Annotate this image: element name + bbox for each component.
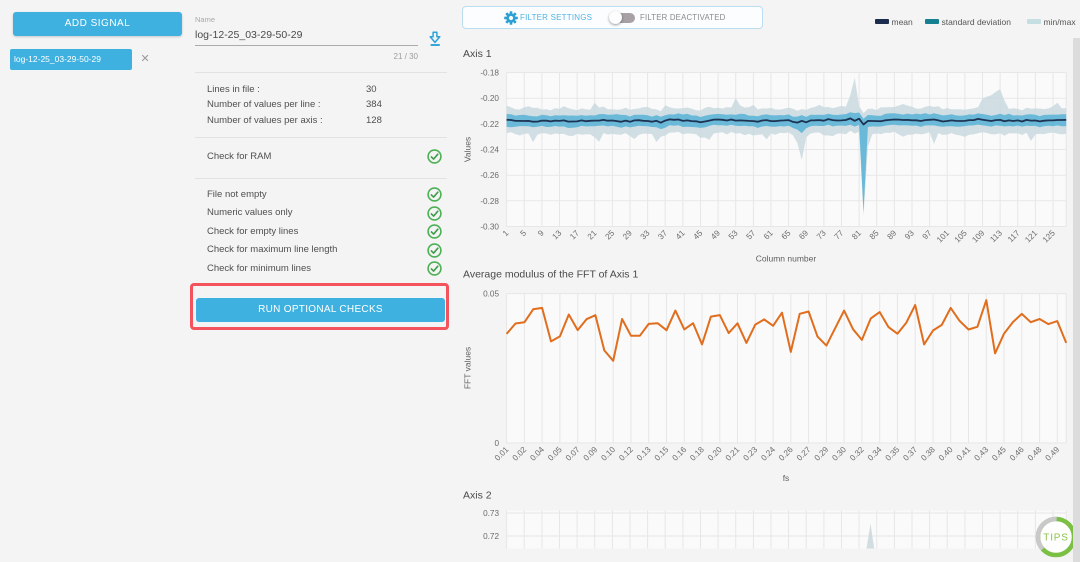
svg-text:0.32: 0.32	[848, 445, 866, 463]
svg-text:0.30: 0.30	[830, 445, 848, 463]
svg-text:61: 61	[762, 228, 775, 241]
svg-text:21: 21	[586, 228, 599, 241]
svg-text:65: 65	[780, 228, 793, 241]
svg-text:109: 109	[970, 228, 986, 244]
svg-text:-0.30: -0.30	[480, 223, 499, 232]
svg-text:85: 85	[868, 228, 881, 241]
svg-text:105: 105	[953, 228, 969, 244]
svg-text:0.04: 0.04	[528, 445, 546, 463]
svg-text:FFT values: FFT values	[463, 347, 473, 389]
svg-text:Values: Values	[463, 137, 473, 162]
svg-text:0.72: 0.72	[483, 532, 499, 541]
svg-text:53: 53	[727, 228, 740, 241]
svg-text:0.34: 0.34	[866, 445, 884, 463]
svg-text:0.37: 0.37	[901, 445, 919, 463]
svg-text:0.05: 0.05	[483, 290, 499, 299]
svg-text:0.43: 0.43	[973, 445, 991, 463]
svg-text:81: 81	[850, 228, 863, 241]
svg-text:0.23: 0.23	[742, 445, 760, 463]
svg-text:13: 13	[551, 228, 564, 241]
svg-text:93: 93	[903, 228, 916, 241]
svg-text:0.21: 0.21	[724, 445, 742, 463]
svg-text:0.27: 0.27	[795, 445, 813, 463]
svg-text:0.07: 0.07	[564, 445, 582, 463]
svg-text:0.45: 0.45	[990, 445, 1008, 463]
svg-text:0: 0	[494, 439, 499, 448]
svg-text:9: 9	[536, 228, 546, 238]
svg-text:77: 77	[833, 228, 846, 241]
svg-text:0.26: 0.26	[777, 445, 795, 463]
svg-text:17: 17	[568, 228, 581, 241]
svg-text:0.35: 0.35	[884, 445, 902, 463]
svg-text:1: 1	[501, 228, 511, 238]
svg-text:0.41: 0.41	[955, 445, 973, 463]
svg-text:73: 73	[815, 228, 828, 241]
svg-text:37: 37	[656, 228, 669, 241]
svg-text:Axis 1: Axis 1	[463, 48, 492, 60]
svg-text:0.24: 0.24	[759, 445, 777, 463]
svg-text:0.02: 0.02	[511, 445, 529, 463]
svg-text:TIPS: TIPS	[1043, 533, 1068, 544]
svg-text:0.15: 0.15	[653, 445, 671, 463]
svg-text:0.29: 0.29	[813, 445, 831, 463]
svg-text:41: 41	[674, 228, 687, 241]
svg-text:0.12: 0.12	[617, 445, 635, 463]
svg-text:69: 69	[797, 228, 810, 241]
svg-text:57: 57	[745, 228, 758, 241]
svg-text:0.48: 0.48	[1026, 445, 1044, 463]
svg-text:0.05: 0.05	[546, 445, 564, 463]
svg-text:-0.22: -0.22	[480, 120, 499, 129]
svg-text:Axis 2: Axis 2	[463, 490, 492, 502]
svg-text:Column number: Column number	[756, 254, 817, 264]
svg-text:25: 25	[604, 228, 617, 241]
svg-text:0.20: 0.20	[706, 445, 724, 463]
svg-text:125: 125	[1041, 228, 1057, 244]
svg-text:101: 101	[935, 228, 951, 244]
svg-text:0.13: 0.13	[635, 445, 653, 463]
svg-text:121: 121	[1023, 228, 1039, 244]
svg-text:97: 97	[921, 228, 934, 241]
svg-text:0.38: 0.38	[919, 445, 937, 463]
svg-text:0.18: 0.18	[688, 445, 706, 463]
svg-text:0.09: 0.09	[582, 445, 600, 463]
svg-text:45: 45	[692, 228, 705, 241]
svg-text:49: 49	[709, 228, 722, 241]
svg-text:0.49: 0.49	[1044, 445, 1062, 463]
svg-text:117: 117	[1006, 228, 1022, 244]
svg-text:0.73: 0.73	[483, 509, 499, 518]
svg-text:113: 113	[988, 228, 1004, 244]
svg-text:-0.26: -0.26	[480, 171, 499, 180]
svg-text:0.46: 0.46	[1008, 445, 1026, 463]
svg-text:fs: fs	[783, 473, 790, 483]
svg-text:-0.18: -0.18	[480, 69, 499, 78]
svg-text:-0.20: -0.20	[480, 94, 499, 103]
svg-text:Average modulus of the FFT of: Average modulus of the FFT of Axis 1	[463, 269, 638, 281]
svg-text:0.40: 0.40	[937, 445, 955, 463]
svg-text:29: 29	[621, 228, 634, 241]
svg-text:0.16: 0.16	[671, 445, 689, 463]
svg-text:89: 89	[886, 228, 899, 241]
svg-text:-0.28: -0.28	[480, 197, 499, 206]
svg-text:-0.24: -0.24	[480, 146, 499, 155]
svg-text:33: 33	[639, 228, 652, 241]
svg-text:5: 5	[519, 228, 529, 238]
svg-text:0.10: 0.10	[599, 445, 617, 463]
